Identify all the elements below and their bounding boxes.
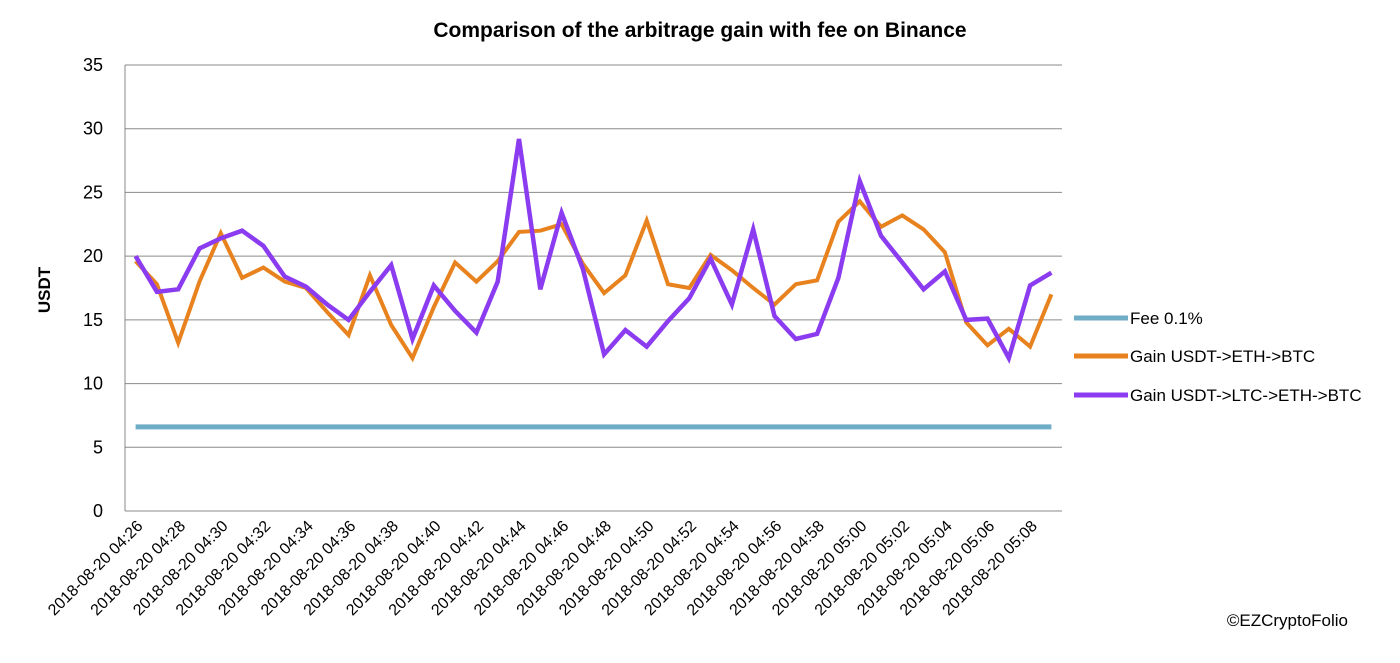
y-tick-label: 15 [83, 310, 103, 330]
y-tick-label: 25 [83, 182, 103, 202]
plot-lines [133, 138, 1054, 430]
y-tick-label: 10 [83, 374, 103, 394]
chart-title: Comparison of the arbitrage gain with fe… [433, 19, 966, 42]
legend: Fee 0.1% Gain USDT->ETH->BTC Gain USDT->LT… [1074, 309, 1362, 405]
gridlines [124, 64, 1062, 512]
legend-label-1: Fee 0.1% [1130, 309, 1203, 328]
y-tick-labels: 0 5 10 15 20 25 30 35 [83, 55, 103, 521]
legend-label-3: Gain USDT->LTC->ETH->BTC [1130, 386, 1362, 405]
y-axis-label: USDT [35, 266, 54, 313]
legend-label-2: Gain USDT->ETH->BTC [1130, 347, 1315, 366]
series-line-2 [134, 198, 1054, 363]
y-tick-label: 5 [93, 437, 103, 457]
copyright-credit: ©EZCryptoFolio [1227, 611, 1348, 630]
y-tick-label: 30 [83, 119, 103, 139]
y-tick-label: 0 [93, 501, 103, 521]
series-line-3 [133, 138, 1053, 364]
y-tick-label: 35 [83, 55, 103, 75]
y-tick-label: 20 [83, 246, 103, 266]
